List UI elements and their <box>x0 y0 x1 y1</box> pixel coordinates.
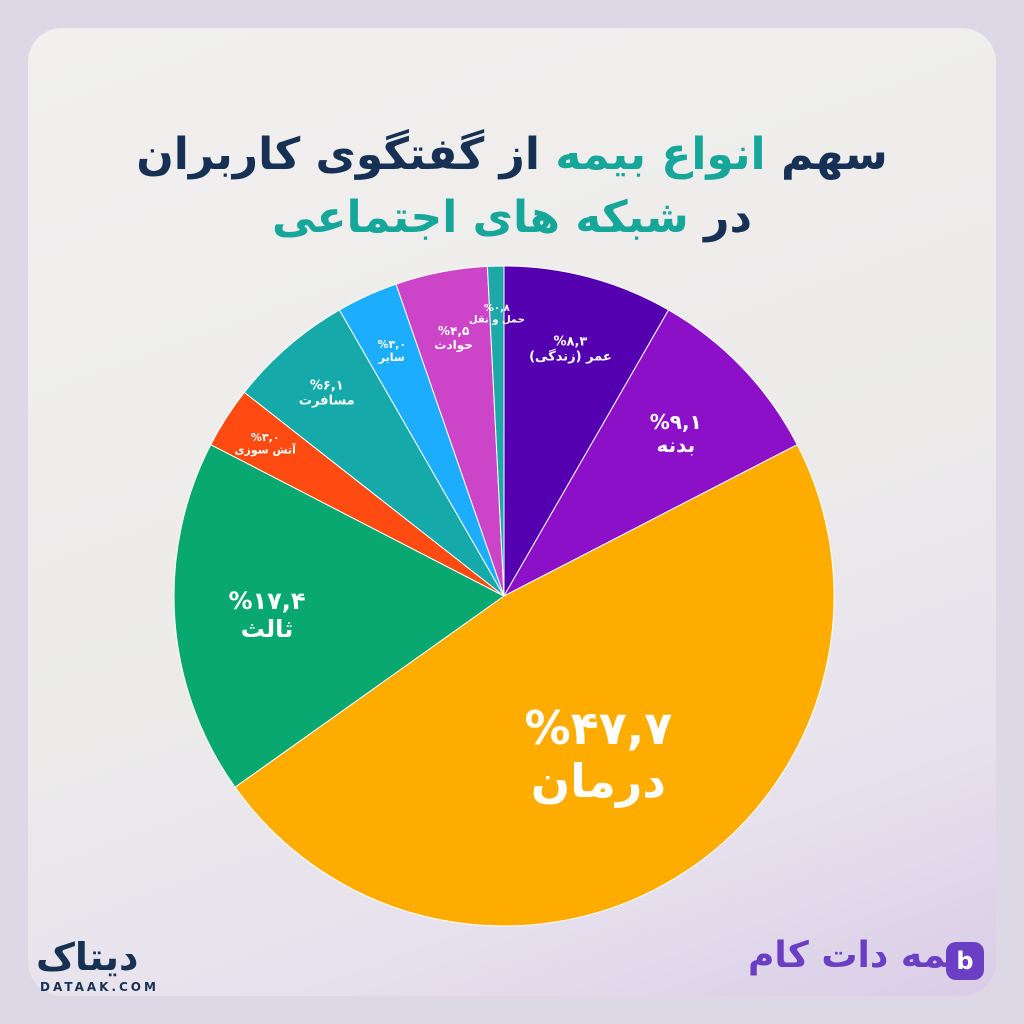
title-highlight-2: شبکه های اجتماعی <box>271 192 689 243</box>
pie-category-label: ثالث <box>241 615 293 643</box>
pie-value-label: %۹,۱ <box>650 410 702 434</box>
pie-value-label: %۴۷,۷ <box>525 701 673 755</box>
title-word-4: در <box>704 192 753 243</box>
pie-slice <box>173 443 505 788</box>
title-word-3: از گفتگوی کاربران <box>136 129 540 180</box>
dataak-logo: دیتاک <box>36 935 139 979</box>
pie-value-label: %۱۷,۴ <box>228 587 305 615</box>
pie-slice <box>243 309 505 597</box>
pie-category-label: عمر (زندگی) <box>529 348 612 364</box>
title-word-1: سهم <box>780 129 888 180</box>
pie-value-label: %۰,۸ <box>484 303 510 314</box>
chart-title-line2: در شبکه های اجتماعی <box>28 196 996 240</box>
pie-slices <box>173 265 835 927</box>
pie-category-label: آتش سوزی <box>234 443 296 457</box>
pie-category-label: مسافرت <box>299 393 355 408</box>
pie-value-label: %۶,۱ <box>310 379 344 394</box>
pie-category-label: سایر <box>378 351 405 364</box>
pie-category-label: حوادث <box>434 338 473 353</box>
pie-category-label: بدنه <box>656 433 695 457</box>
pie-value-label: %۸,۳ <box>554 334 588 349</box>
bimeh-logo-text: بیمه دات کام <box>748 935 976 976</box>
pie-value-label: %۳,۰ <box>377 338 406 351</box>
chart-title-line1: سهم انواع بیمه از گفتگوی کاربران <box>28 133 996 177</box>
pie-slice <box>502 309 798 598</box>
bimeh-logo-icon: b <box>946 942 984 980</box>
pie-value-label: %۴,۵ <box>438 324 469 338</box>
pie-slice <box>234 443 835 927</box>
pie-value-label: %۳,۰ <box>251 431 280 444</box>
dataak-url: DATAAK.COM <box>40 980 159 994</box>
pie-slice <box>486 265 505 597</box>
pie-category-label: حمل و نقل <box>469 314 525 325</box>
title-highlight-1: انواع بیمه <box>555 129 766 180</box>
pie-slice <box>503 265 670 598</box>
pie-category-label: درمان <box>531 754 666 808</box>
